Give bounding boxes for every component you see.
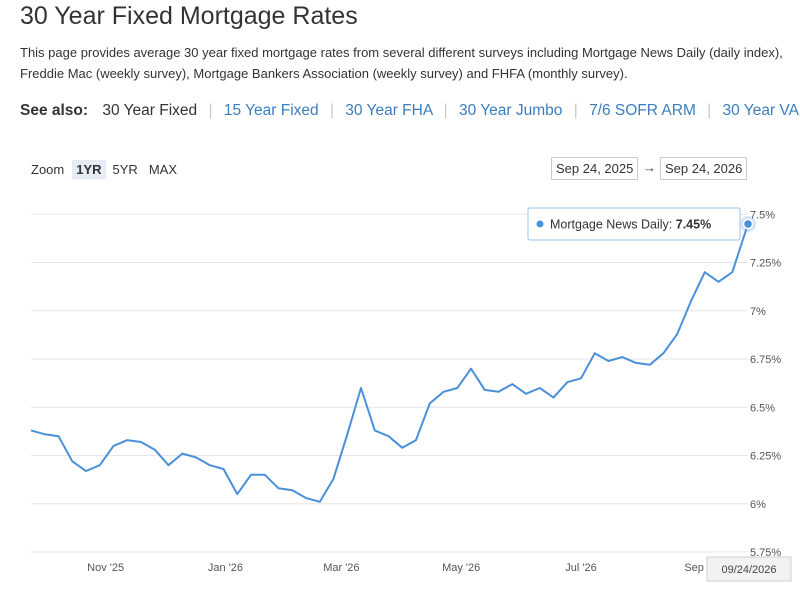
data-point xyxy=(429,402,431,404)
data-point xyxy=(333,478,335,480)
data-point xyxy=(456,387,458,389)
data-point xyxy=(663,352,665,354)
page-description: This page provides average 30 year fixed… xyxy=(20,45,783,81)
data-point xyxy=(305,497,307,499)
link-15-year-fixed[interactable]: 15 Year Fixed xyxy=(223,102,319,119)
y-tick-label: 6.75% xyxy=(750,354,781,366)
zoom-5yr-button[interactable]: 5YR xyxy=(112,162,138,177)
x-tick-label: May '26 xyxy=(442,562,480,574)
separator: | xyxy=(707,102,712,119)
data-point xyxy=(608,360,610,362)
data-point xyxy=(223,468,225,470)
data-point xyxy=(278,487,280,489)
data-point xyxy=(525,393,527,395)
tooltip-series-name: Mortgage News Daily: xyxy=(550,217,676,231)
crosshair-date-box xyxy=(706,556,792,582)
data-point xyxy=(71,460,73,462)
data-point xyxy=(58,435,60,437)
zoom-max-button[interactable]: MAX xyxy=(148,162,177,177)
data-point xyxy=(181,453,183,455)
data-point xyxy=(360,387,362,389)
data-point xyxy=(195,456,197,458)
series-line-mortgage-news-daily xyxy=(30,223,749,503)
zoom-1yr-button[interactable]: 1YR xyxy=(72,160,106,179)
data-point xyxy=(126,439,128,441)
page-title: 30 Year Fixed Mortgage Rates xyxy=(20,2,358,30)
data-point xyxy=(566,381,568,383)
data-point xyxy=(470,368,472,370)
range-from-input[interactable]: Sep 24, 2025 xyxy=(551,157,639,180)
data-point xyxy=(250,474,252,476)
data-point xyxy=(731,271,733,273)
data-point xyxy=(236,493,238,495)
separator: | xyxy=(443,102,448,119)
data-point xyxy=(594,352,596,354)
data-point xyxy=(374,429,376,431)
data-point xyxy=(676,333,678,335)
data-point xyxy=(539,387,541,389)
data-point xyxy=(291,489,293,491)
zoom-label: Zoom xyxy=(31,162,65,177)
y-tick-label: 6.25% xyxy=(750,451,781,463)
data-point xyxy=(346,433,348,435)
y-tick-label: 6% xyxy=(750,499,766,511)
data-point xyxy=(388,435,390,437)
tooltip-box xyxy=(527,207,741,241)
separator: | xyxy=(329,102,334,119)
data-point xyxy=(44,433,46,435)
link-30-year-fixed[interactable]: 30 Year Fixed xyxy=(102,102,198,119)
tooltip-series-dot xyxy=(536,220,544,228)
data-point xyxy=(580,377,582,379)
data-point xyxy=(401,447,403,449)
hover-marker xyxy=(742,218,754,230)
data-point xyxy=(704,271,706,273)
y-tick-label: 5.75% xyxy=(750,547,781,559)
y-tick-label: 7.5% xyxy=(750,209,775,221)
range-arrow: → xyxy=(643,160,656,175)
data-point xyxy=(415,439,417,441)
x-tick-label: Jan '26 xyxy=(208,562,243,574)
see-also-label: See also: xyxy=(20,102,89,119)
y-tick-label: 7.25% xyxy=(750,258,781,270)
range-to-input[interactable]: Sep 24, 2026 xyxy=(660,157,748,180)
data-point xyxy=(85,470,87,472)
data-point xyxy=(209,464,211,466)
link-30-year-jumbo[interactable]: 30 Year Jumbo xyxy=(458,102,563,119)
link-7-6-sofr-arm[interactable]: 7/6 SOFR ARM xyxy=(589,102,696,119)
x-tick-label: Jul '26 xyxy=(565,562,596,574)
data-point xyxy=(443,391,445,393)
data-point xyxy=(113,445,115,447)
data-point xyxy=(319,501,321,503)
zoom-controls: Zoom 1YR 5YR MAX xyxy=(31,160,184,179)
data-point xyxy=(649,364,651,366)
data-point xyxy=(154,449,156,451)
tooltip-label: Mortgage News Daily: 7.45% xyxy=(550,217,711,231)
link-30-year-va[interactable]: 30 Year VA xyxy=(722,102,799,119)
data-point xyxy=(484,389,486,391)
y-tick-label: 7% xyxy=(750,306,766,318)
data-point xyxy=(99,464,101,466)
x-tick-label: Nov '25 xyxy=(87,562,124,574)
see-also-nav: See also: 30 Year Fixed | 15 Year Fixed … xyxy=(20,102,799,120)
data-point xyxy=(498,391,500,393)
data-point xyxy=(140,441,142,443)
link-30-year-fha[interactable]: 30 Year FHA xyxy=(345,102,433,119)
separator: | xyxy=(573,102,578,119)
crosshair-date-label: 09/24/2026 xyxy=(721,564,776,576)
data-point xyxy=(718,281,720,283)
data-point xyxy=(635,362,637,364)
data-point xyxy=(264,474,266,476)
x-tick-label: Mar '26 xyxy=(323,562,359,574)
data-point xyxy=(621,356,623,358)
data-point xyxy=(30,429,32,431)
tooltip-value: 7.45% xyxy=(676,217,711,231)
data-point xyxy=(553,397,555,399)
data-point xyxy=(690,300,692,302)
data-point xyxy=(168,464,170,466)
y-tick-label: 6.5% xyxy=(750,402,775,414)
separator: | xyxy=(208,102,213,119)
data-point xyxy=(511,383,513,385)
